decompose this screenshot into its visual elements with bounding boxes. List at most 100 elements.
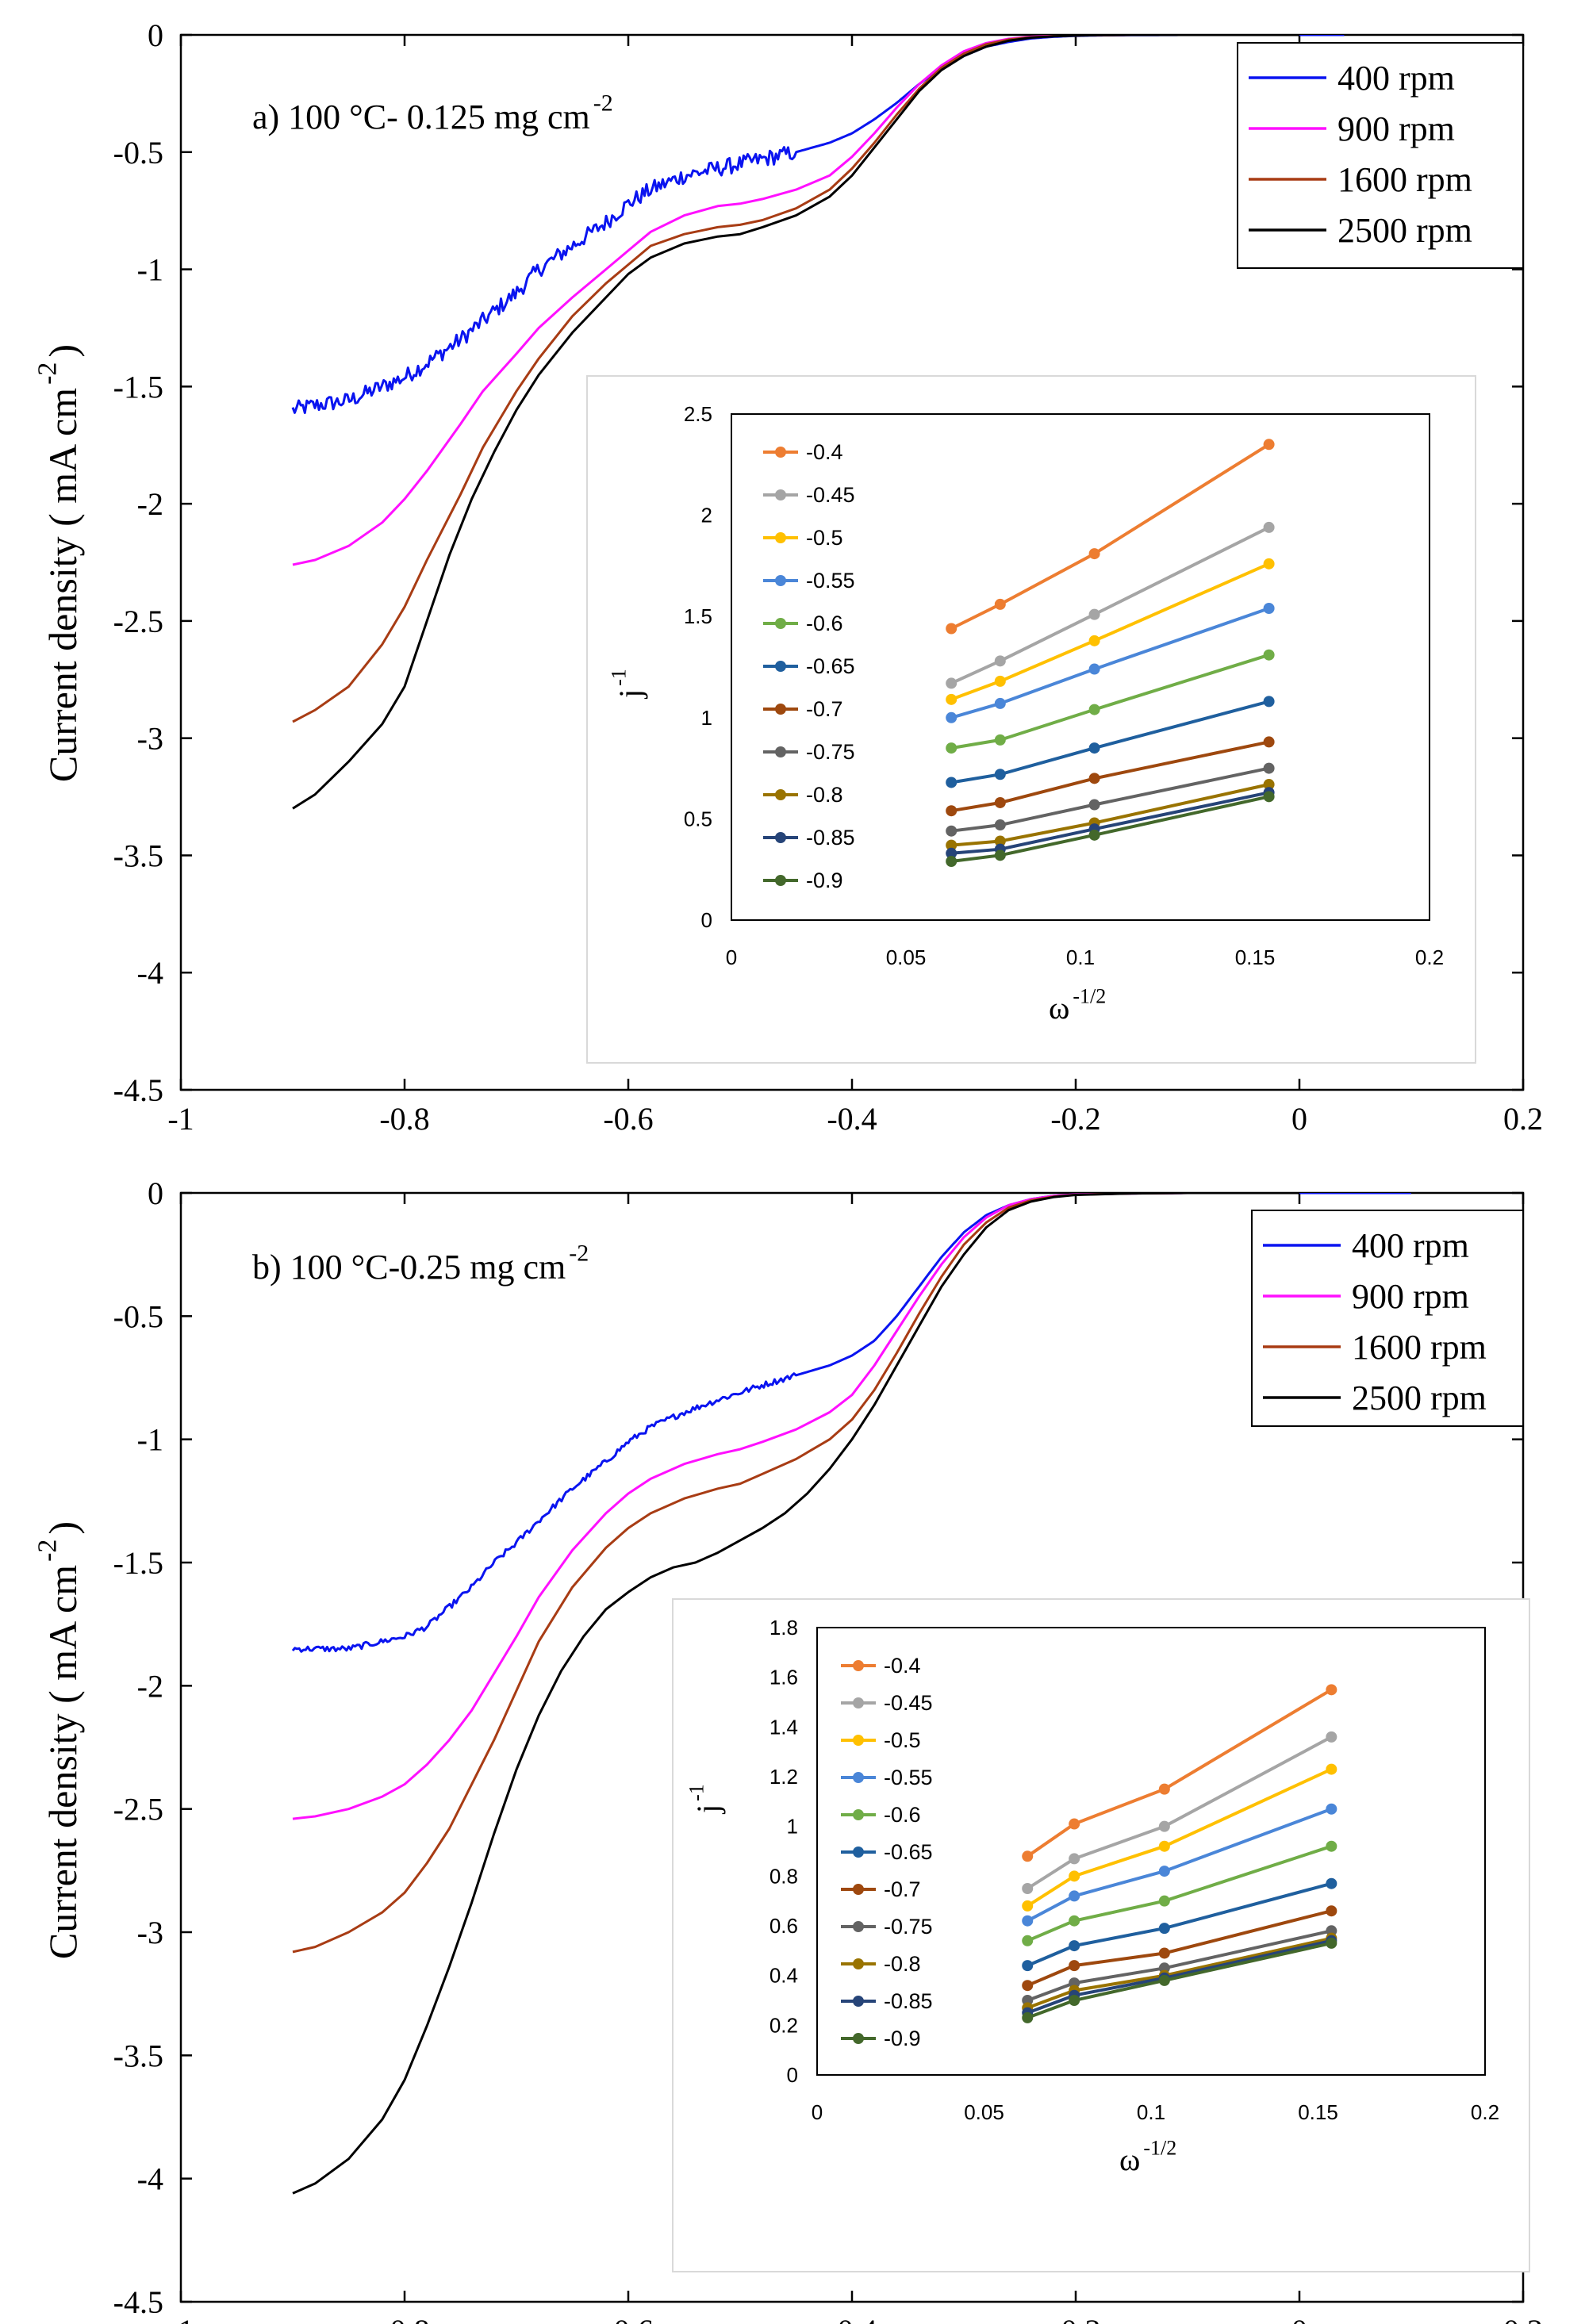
y-axis-label-base: Current density ( mA cm <box>40 388 85 782</box>
inset-x-axis-label: ω -1/2 <box>1049 985 1106 1026</box>
panel-b: -1 -0.8 -0.6 -0.4 -0.2 0 0.2 0 -0.5 -1 -1.5 -2 -2.5 -… <box>33 1175 1544 2324</box>
inset-data-point <box>1158 1840 1170 1852</box>
inset-data-point <box>994 819 1006 831</box>
y-tick-label: -0.5 <box>113 135 163 171</box>
inset-legend-marker <box>775 661 786 672</box>
inset-series-line <box>950 700 1270 784</box>
inset-series-line <box>1027 1735 1333 1890</box>
inset-plot-area <box>731 413 1430 921</box>
inset-data-point <box>1326 1877 1337 1889</box>
inset-x-axis-label-base: ω <box>1119 2142 1140 2177</box>
inset-data-point <box>1263 762 1275 774</box>
inset-legend-label: -0.45 <box>884 1691 933 1715</box>
inset-y-tick-label: 2.5 <box>684 402 712 426</box>
inset-data-point <box>1158 1923 1170 1935</box>
inset-data-point <box>994 849 1006 861</box>
inset-legend-marker <box>853 1697 864 1708</box>
inset-legend-marker <box>775 875 786 886</box>
inset-y-axis-label: j -1 <box>685 1784 727 1815</box>
legend-label: 900 rpm <box>1337 109 1455 148</box>
y-tick-label: -4 <box>137 2161 163 2197</box>
inset-series-line <box>1027 1767 1333 1908</box>
inset-data-point <box>1158 1947 1170 1959</box>
inset-y-tick-label: 0.5 <box>684 807 712 830</box>
x-tick-label: -0.6 <box>603 2313 653 2324</box>
inset-legend-label: -0.55 <box>806 569 855 593</box>
inset-legend-label: -0.85 <box>806 826 855 849</box>
inset-legend-marker <box>853 1921 864 1932</box>
inset-x-tick-label: 0 <box>726 945 737 969</box>
inset-series-line <box>1027 1881 1332 1967</box>
inset-legend-label: -0.7 <box>884 1877 921 1901</box>
inset-series-line <box>1027 1909 1332 1988</box>
legend: 400 rpm 900 rpm 1600 rpm 2500 rpm <box>1251 1210 1524 1427</box>
inset-legend-label: -0.6 <box>806 612 843 635</box>
x-tick-label: -0.4 <box>827 2313 877 2324</box>
inset-legend-marker <box>775 832 786 843</box>
inset-legend-marker <box>775 447 786 458</box>
series-line-400-rpm <box>291 35 1345 414</box>
inset-x-tick-label: 0.2 <box>1415 945 1444 969</box>
panel-annotation: b) 100 °C-0.25 mg cm -2 <box>252 1241 589 1287</box>
inset-data-point <box>994 769 1006 780</box>
inset-legend-label: -0.6 <box>884 1803 921 1827</box>
inset-data-point <box>1022 1900 1034 1912</box>
inset-data-point <box>1326 1803 1337 1815</box>
x-tick-label: 0 <box>1291 1101 1307 1137</box>
inset-data-point <box>946 825 958 837</box>
legend-label: 1600 rpm <box>1352 1328 1487 1367</box>
inset-data-point <box>1069 1915 1080 1927</box>
inset-legend-label: -0.5 <box>806 526 843 550</box>
inset-legend-marker <box>853 1996 864 2007</box>
inset-data-point <box>1326 1684 1337 1696</box>
inset-x-tick-label: 0.15 <box>1235 945 1276 969</box>
inset-series-line <box>950 562 1270 701</box>
inset-data-point <box>1069 1890 1080 1902</box>
legend-label: 2500 rpm <box>1352 1379 1487 1417</box>
inset-series-line <box>950 766 1270 833</box>
inset-data-point <box>1069 1940 1080 1952</box>
inset-data-point <box>1158 1895 1170 1907</box>
inset-data-point <box>1022 1935 1034 1946</box>
x-tick-label: 0 <box>1291 2313 1307 2324</box>
inset-data-point <box>994 697 1006 709</box>
inset-legend-label: -0.8 <box>806 783 843 807</box>
x-tick-label: 0.2 <box>1503 1101 1543 1137</box>
inset-data-point <box>1326 1937 1337 1949</box>
inset-x-axis-label: ω -1/2 <box>1119 2137 1176 2178</box>
x-tick-label: -0.8 <box>379 2313 429 2324</box>
y-tick-label: -3.5 <box>113 838 163 873</box>
inset-legend-label: -0.4 <box>806 440 843 464</box>
y-tick-label: -2.5 <box>113 1792 163 1827</box>
inset-data-point <box>1088 704 1100 715</box>
inset-data-point <box>946 777 958 788</box>
inset-data-point <box>994 598 1006 610</box>
y-axis-label-base: Current density ( mA cm <box>40 1565 85 1959</box>
legend-label: 400 rpm <box>1337 59 1455 98</box>
inset-data-point <box>1088 742 1100 754</box>
inset-data-point <box>1326 1763 1337 1775</box>
inset-legend-label: -0.85 <box>884 1989 933 2013</box>
inset-legend-marker <box>853 1809 864 1820</box>
y-tick-label: 0 <box>148 1175 163 1211</box>
panel-a: -1 -0.8 -0.6 -0.4 -0.2 0 0.2 0 -0.5 -1 -1.5 -2 -2.5 -… <box>33 17 1544 1137</box>
inset-x-tick-label: 0.05 <box>964 2100 1004 2124</box>
inset-y-tick-label: 0.8 <box>769 1864 798 1888</box>
inset-legend-label: -0.65 <box>806 654 855 678</box>
inset-series-line <box>951 783 1270 847</box>
inset-data-point <box>946 839 958 851</box>
inset-x-axis-label-base: ω <box>1049 990 1069 1026</box>
y-tick-label: -1.5 <box>113 369 163 405</box>
x-tick-label: -0.2 <box>1050 1101 1100 1137</box>
legend-label: 900 rpm <box>1352 1277 1469 1316</box>
inset-data-point <box>1263 791 1275 803</box>
inset-data-point <box>946 855 958 867</box>
inset-legend-marker <box>775 746 786 757</box>
inset-y-tick-label: 0.2 <box>769 2013 798 2037</box>
inset-data-point <box>1069 1853 1080 1865</box>
inset-data-point <box>994 655 1006 667</box>
inset-series-line <box>950 526 1270 685</box>
y-axis-label-sup: -2 <box>33 1540 63 1562</box>
y-axis-label-close: ) <box>40 1521 85 1535</box>
inset-chart: 0 0.05 0.1 0.15 0.2 0 0.2 0.4 0.6 0.8 1 1.2 1.4 1.6 1.… <box>672 1598 1530 2272</box>
